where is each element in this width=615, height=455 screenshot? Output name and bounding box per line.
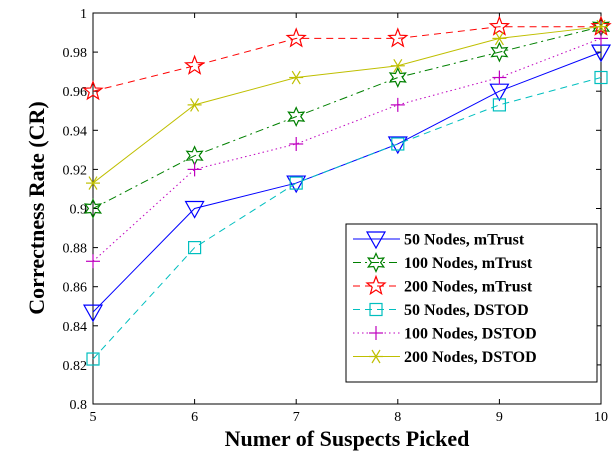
series-line	[92, 77, 602, 360]
y-axis-title: Correctness Rate (CR)	[24, 101, 49, 314]
data-point	[594, 19, 608, 34]
data-point	[187, 162, 202, 177]
series-5	[86, 31, 608, 269]
y-tick-label: 0.86	[63, 281, 88, 296]
legend-label: 50 Nodes, mTrust	[404, 232, 525, 249]
data-point	[594, 31, 608, 46]
series-line	[92, 26, 602, 184]
data-point	[289, 70, 304, 85]
legend-item: 50 Nodes, DSTOD	[353, 302, 529, 319]
data-point	[86, 176, 100, 190]
legend-label: 200 Nodes, mTrust	[404, 279, 533, 296]
x-tick-label: 8	[394, 410, 401, 425]
data-point	[387, 27, 409, 48]
data-point	[287, 106, 306, 128]
legend-item: 100 Nodes, DSTOD	[353, 326, 537, 343]
data-point	[289, 176, 303, 190]
data-point	[289, 136, 304, 151]
data-point	[86, 254, 100, 269]
y-tick-labels: 0.8 0.82 0.84 0.86 0.88 0.9 0.92 0.94 0.96 0.98 1	[63, 7, 88, 413]
legend-item: 200 Nodes, mTrust	[353, 274, 533, 296]
legend-item: 200 Nodes, DSTOD	[353, 349, 537, 366]
y-tick-label: 0.88	[63, 242, 88, 257]
data-point	[594, 70, 608, 85]
data-point	[83, 198, 103, 219]
data-point	[188, 241, 202, 255]
y-tick-label: 0.9	[70, 203, 88, 218]
series-line	[92, 26, 602, 209]
y-tick-label: 0.98	[63, 46, 88, 61]
data-point	[492, 31, 507, 46]
data-point	[492, 70, 507, 85]
series-2	[83, 16, 611, 219]
data-point	[187, 98, 202, 112]
legend-label: 100 Nodes, DSTOD	[404, 326, 537, 343]
data-point	[387, 136, 408, 155]
series-3	[82, 15, 612, 101]
legend-item: 50 Nodes, mTrust	[353, 231, 525, 250]
legend-marker	[369, 349, 383, 364]
legend-box	[345, 223, 598, 383]
data-point	[82, 304, 104, 323]
legend-marker	[365, 231, 387, 250]
x-tick-label: 5	[90, 410, 97, 425]
data-point	[184, 200, 205, 219]
legend-marker	[366, 252, 386, 273]
data-point	[391, 137, 405, 151]
x-tick-label: 9	[496, 410, 503, 425]
y-tick-label: 0.84	[63, 320, 88, 335]
data-point	[492, 98, 506, 112]
data-point	[285, 27, 307, 48]
legend-label: 50 Nodes, DSTOD	[404, 302, 529, 319]
x-tick-label: 6	[191, 410, 198, 425]
legend-label: 100 Nodes, mTrust	[404, 255, 533, 272]
data-point	[590, 15, 612, 36]
legend: 50 Nodes, mTrust 100 Nodes, mTrust 200 Nod…	[345, 223, 598, 383]
y-tick-label: 0.8	[70, 398, 88, 413]
data-point	[388, 67, 407, 88]
x-axis-title: Numer of Suspects Picked	[225, 426, 470, 451]
y-tick-label: 0.92	[63, 163, 88, 178]
y-tick-label: 0.82	[63, 359, 88, 374]
x-tick-labels: 5 6 7 8 9 10	[90, 410, 609, 425]
data-point	[86, 352, 100, 366]
series-6	[86, 19, 608, 190]
series-4	[86, 70, 608, 366]
legend-marker	[369, 302, 383, 317]
y-tick-label: 0.94	[63, 124, 88, 139]
legend-label: 200 Nodes, DSTOD	[404, 349, 537, 366]
y-tick-label: 1	[80, 7, 87, 22]
data-point	[488, 15, 511, 36]
series-line	[92, 37, 602, 262]
series-layer	[82, 15, 612, 366]
legend-marker	[365, 274, 387, 296]
data-point	[390, 58, 405, 73]
legend-item: 100 Nodes, mTrust	[353, 252, 533, 273]
y-tick-label: 0.96	[63, 85, 88, 100]
data-point	[286, 175, 307, 194]
x-tick-label: 10	[594, 410, 608, 425]
data-point	[390, 97, 405, 112]
data-point	[183, 54, 206, 75]
data-point	[490, 41, 509, 63]
legend-marker	[369, 326, 383, 340]
data-point	[82, 79, 104, 101]
series-line	[92, 26, 601, 92]
x-tick-label: 7	[293, 410, 300, 425]
